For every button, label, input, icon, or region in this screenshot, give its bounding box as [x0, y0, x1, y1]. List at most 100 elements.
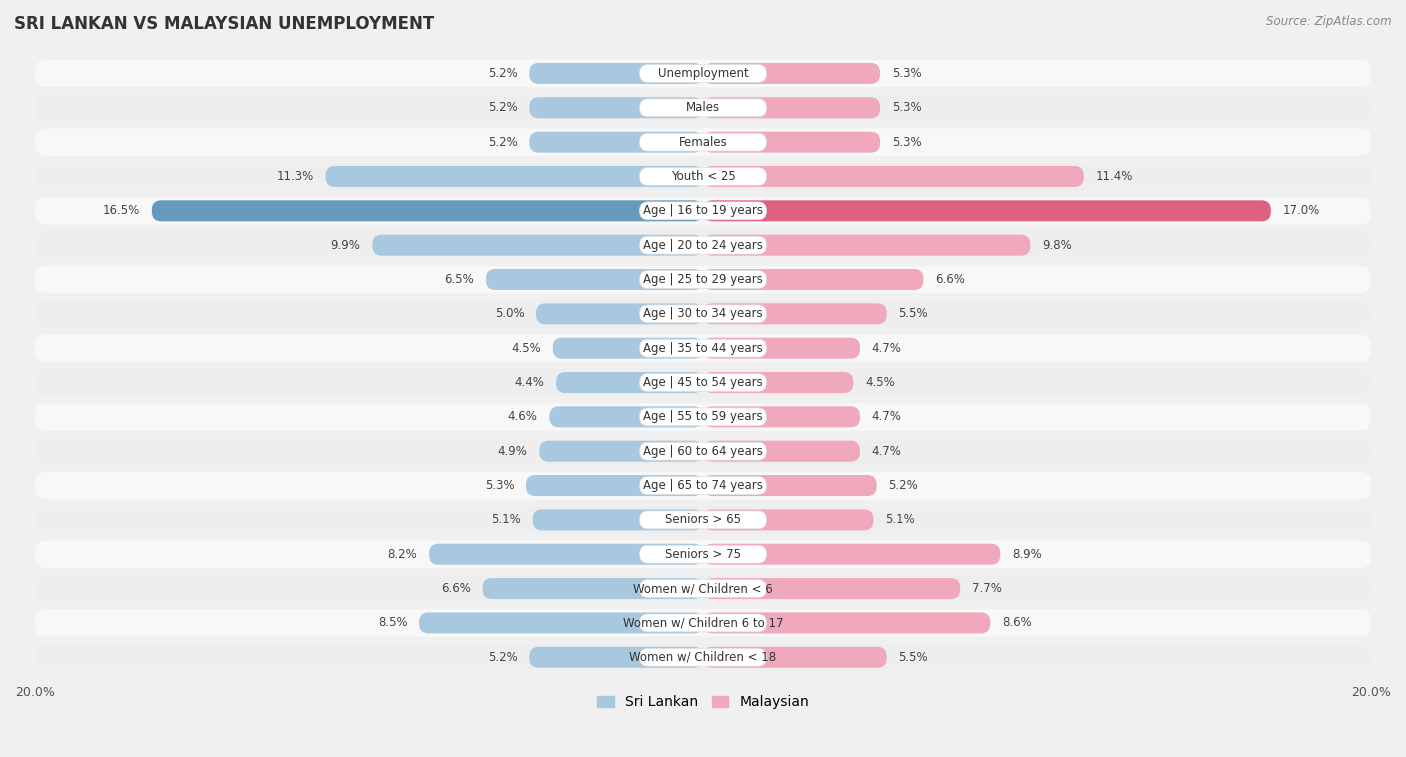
FancyBboxPatch shape	[640, 202, 766, 220]
FancyBboxPatch shape	[482, 578, 703, 599]
FancyBboxPatch shape	[526, 475, 703, 496]
Text: Women w/ Children < 6: Women w/ Children < 6	[633, 582, 773, 595]
FancyBboxPatch shape	[529, 63, 703, 84]
FancyBboxPatch shape	[640, 339, 766, 357]
Text: 5.0%: 5.0%	[495, 307, 524, 320]
FancyBboxPatch shape	[35, 438, 1371, 465]
FancyBboxPatch shape	[35, 643, 1371, 671]
Text: Youth < 25: Youth < 25	[671, 170, 735, 183]
Text: 16.5%: 16.5%	[103, 204, 141, 217]
Text: 6.5%: 6.5%	[444, 273, 474, 286]
FancyBboxPatch shape	[486, 269, 703, 290]
FancyBboxPatch shape	[35, 60, 1371, 87]
Text: 5.2%: 5.2%	[488, 651, 517, 664]
Text: 9.9%: 9.9%	[330, 238, 360, 251]
FancyBboxPatch shape	[326, 166, 703, 187]
FancyBboxPatch shape	[35, 94, 1371, 122]
Text: 5.5%: 5.5%	[898, 307, 928, 320]
Text: Males: Males	[686, 101, 720, 114]
Text: 5.2%: 5.2%	[488, 101, 517, 114]
Text: Age | 45 to 54 years: Age | 45 to 54 years	[643, 376, 763, 389]
Text: Age | 65 to 74 years: Age | 65 to 74 years	[643, 479, 763, 492]
Text: Unemployment: Unemployment	[658, 67, 748, 80]
FancyBboxPatch shape	[703, 646, 887, 668]
Text: Age | 20 to 24 years: Age | 20 to 24 years	[643, 238, 763, 251]
Text: Seniors > 65: Seniors > 65	[665, 513, 741, 526]
Text: 5.2%: 5.2%	[488, 67, 517, 80]
FancyBboxPatch shape	[35, 266, 1371, 293]
FancyBboxPatch shape	[703, 338, 860, 359]
FancyBboxPatch shape	[35, 129, 1371, 156]
FancyBboxPatch shape	[703, 475, 877, 496]
FancyBboxPatch shape	[703, 63, 880, 84]
Text: Age | 55 to 59 years: Age | 55 to 59 years	[643, 410, 763, 423]
FancyBboxPatch shape	[640, 545, 766, 563]
Text: Age | 30 to 34 years: Age | 30 to 34 years	[643, 307, 763, 320]
FancyBboxPatch shape	[429, 544, 703, 565]
FancyBboxPatch shape	[703, 304, 887, 324]
Text: Source: ZipAtlas.com: Source: ZipAtlas.com	[1267, 15, 1392, 28]
Text: 6.6%: 6.6%	[935, 273, 965, 286]
FancyBboxPatch shape	[703, 544, 1000, 565]
FancyBboxPatch shape	[703, 441, 860, 462]
FancyBboxPatch shape	[703, 407, 860, 428]
FancyBboxPatch shape	[640, 64, 766, 83]
Text: 11.3%: 11.3%	[277, 170, 314, 183]
Text: 17.0%: 17.0%	[1282, 204, 1320, 217]
Text: Age | 60 to 64 years: Age | 60 to 64 years	[643, 444, 763, 458]
Legend: Sri Lankan, Malaysian: Sri Lankan, Malaysian	[592, 690, 814, 715]
FancyBboxPatch shape	[640, 133, 766, 151]
Text: 5.3%: 5.3%	[891, 101, 921, 114]
FancyBboxPatch shape	[640, 580, 766, 597]
Text: 6.6%: 6.6%	[441, 582, 471, 595]
FancyBboxPatch shape	[35, 609, 1371, 637]
FancyBboxPatch shape	[640, 236, 766, 254]
FancyBboxPatch shape	[703, 509, 873, 531]
FancyBboxPatch shape	[529, 646, 703, 668]
FancyBboxPatch shape	[35, 540, 1371, 568]
FancyBboxPatch shape	[35, 506, 1371, 534]
FancyBboxPatch shape	[703, 372, 853, 393]
FancyBboxPatch shape	[703, 578, 960, 599]
FancyBboxPatch shape	[35, 335, 1371, 362]
FancyBboxPatch shape	[419, 612, 703, 634]
FancyBboxPatch shape	[35, 300, 1371, 328]
FancyBboxPatch shape	[373, 235, 703, 256]
Text: 4.6%: 4.6%	[508, 410, 537, 423]
FancyBboxPatch shape	[640, 511, 766, 529]
FancyBboxPatch shape	[529, 132, 703, 153]
Text: Age | 35 to 44 years: Age | 35 to 44 years	[643, 341, 763, 355]
FancyBboxPatch shape	[640, 408, 766, 425]
Text: 4.7%: 4.7%	[872, 341, 901, 355]
FancyBboxPatch shape	[640, 614, 766, 632]
FancyBboxPatch shape	[703, 201, 1271, 221]
FancyBboxPatch shape	[550, 407, 703, 428]
FancyBboxPatch shape	[640, 477, 766, 494]
Text: 4.5%: 4.5%	[512, 341, 541, 355]
FancyBboxPatch shape	[555, 372, 703, 393]
Text: 5.1%: 5.1%	[491, 513, 522, 526]
FancyBboxPatch shape	[703, 166, 1084, 187]
Text: 7.7%: 7.7%	[972, 582, 1001, 595]
Text: 8.5%: 8.5%	[378, 616, 408, 629]
FancyBboxPatch shape	[536, 304, 703, 324]
FancyBboxPatch shape	[640, 99, 766, 117]
FancyBboxPatch shape	[640, 305, 766, 322]
FancyBboxPatch shape	[703, 98, 880, 118]
FancyBboxPatch shape	[703, 612, 990, 634]
Text: SRI LANKAN VS MALAYSIAN UNEMPLOYMENT: SRI LANKAN VS MALAYSIAN UNEMPLOYMENT	[14, 15, 434, 33]
Text: 5.2%: 5.2%	[889, 479, 918, 492]
FancyBboxPatch shape	[35, 369, 1371, 396]
FancyBboxPatch shape	[35, 232, 1371, 259]
FancyBboxPatch shape	[640, 167, 766, 185]
FancyBboxPatch shape	[640, 374, 766, 391]
Text: 4.4%: 4.4%	[515, 376, 544, 389]
Text: 5.3%: 5.3%	[485, 479, 515, 492]
Text: 5.2%: 5.2%	[488, 136, 517, 148]
Text: Age | 25 to 29 years: Age | 25 to 29 years	[643, 273, 763, 286]
Text: Age | 16 to 19 years: Age | 16 to 19 years	[643, 204, 763, 217]
FancyBboxPatch shape	[553, 338, 703, 359]
FancyBboxPatch shape	[35, 575, 1371, 603]
Text: Seniors > 75: Seniors > 75	[665, 548, 741, 561]
Text: Females: Females	[679, 136, 727, 148]
